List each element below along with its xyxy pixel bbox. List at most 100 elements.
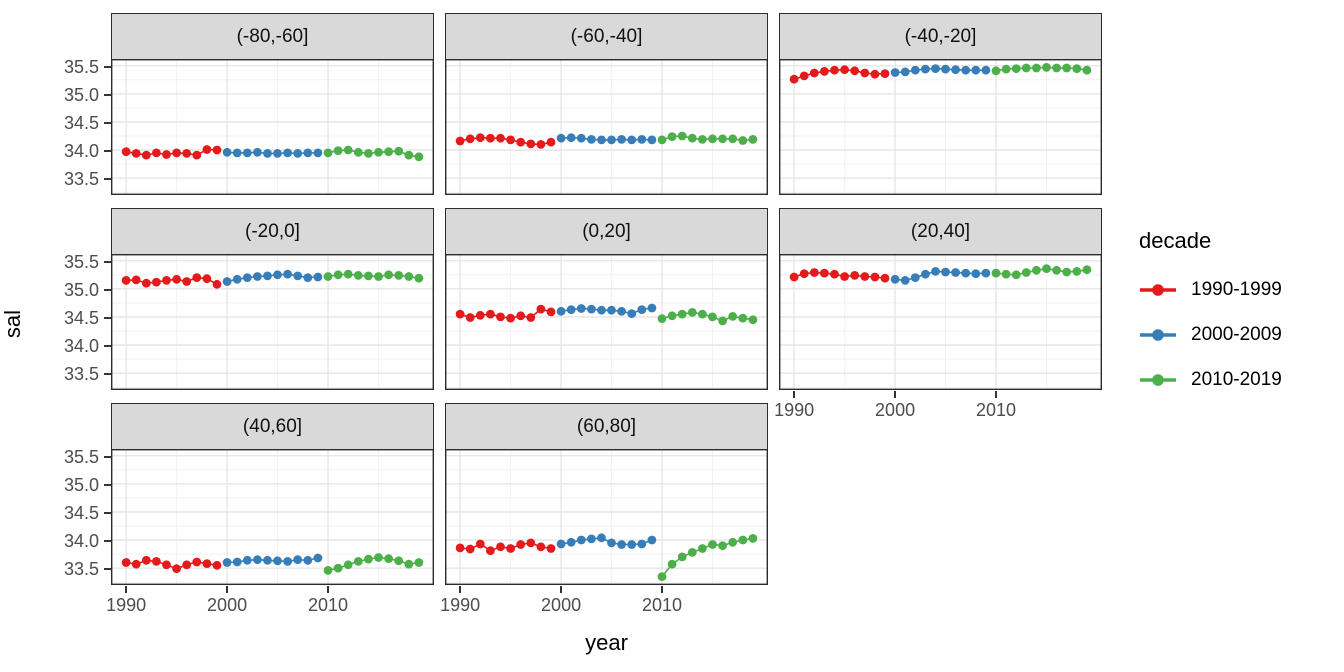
data-point <box>516 311 526 321</box>
data-point <box>981 65 991 75</box>
data-point <box>647 303 657 313</box>
data-point <box>131 275 141 285</box>
y-tick-label: 33.5 <box>63 364 99 385</box>
data-point <box>192 273 202 282</box>
points-2000-2009 <box>556 303 657 318</box>
line-2000-2009 <box>560 307 653 315</box>
facet-(-40,-20]: (-40,-20] <box>779 13 1102 195</box>
facet-strip: (-20,0] <box>111 208 434 255</box>
data-point <box>900 276 910 285</box>
facet-strip-label: (-60,-40] <box>570 25 643 47</box>
data-point <box>303 555 313 565</box>
data-point <box>536 304 546 314</box>
data-point <box>820 268 829 278</box>
facet-(0,20]: (0,20] <box>445 208 768 390</box>
line-1990-1999 <box>459 136 552 146</box>
data-point <box>253 555 262 565</box>
data-point <box>414 152 424 162</box>
data-point <box>506 313 515 323</box>
data-point <box>131 149 141 158</box>
legend-entries: 1990-1999 2000-2009 2010-2019 <box>1139 279 1282 390</box>
data-point <box>293 555 303 565</box>
panel-border <box>111 59 434 195</box>
x-tick-label: 2010 <box>307 595 349 615</box>
facet-strip-label: (20,40] <box>910 220 971 242</box>
data-point <box>546 307 556 317</box>
facet-strip: (40,60] <box>111 403 434 450</box>
data-point <box>303 273 313 282</box>
data-point <box>556 539 566 549</box>
data-point <box>617 135 626 144</box>
data-point <box>455 136 465 146</box>
panel-border <box>111 254 434 390</box>
legend-label: 2010-2019 <box>1191 369 1282 390</box>
y-tick-label: 35.0 <box>63 474 99 495</box>
data-point <box>687 133 697 143</box>
x-tick-label: 1990 <box>106 595 147 615</box>
data-point <box>121 147 131 157</box>
line-2000-2009 <box>226 273 318 283</box>
data-point <box>748 135 758 144</box>
data-point <box>486 546 495 556</box>
panel-border <box>111 449 434 585</box>
x-tick-mark <box>459 586 462 593</box>
line-2010-2019 <box>327 556 420 572</box>
data-point <box>323 148 333 158</box>
data-point <box>951 268 960 277</box>
data-point <box>141 278 151 288</box>
line-1990-1999 <box>125 559 218 570</box>
data-point <box>242 273 252 282</box>
y-tick-label: 34.5 <box>63 502 99 523</box>
legend-label: 2000-2009 <box>1191 324 1282 345</box>
data-point <box>637 135 647 144</box>
data-point <box>870 272 880 282</box>
panel-border <box>779 254 1102 390</box>
data-point <box>931 267 940 276</box>
data-point <box>333 270 343 280</box>
facet-(20,40]: (20,40] <box>779 208 1102 390</box>
data-point <box>597 305 606 315</box>
data-point <box>910 65 920 75</box>
data-point <box>212 560 222 570</box>
x-tick-mark <box>894 391 897 398</box>
data-point <box>556 306 566 316</box>
line-2000-2009 <box>561 136 652 141</box>
data-point <box>698 135 707 144</box>
y-tick-label: 34.0 <box>63 141 99 162</box>
data-point <box>1052 265 1061 275</box>
data-point <box>313 272 323 282</box>
data-point <box>677 131 687 141</box>
data-point <box>253 147 262 157</box>
data-point <box>414 273 424 283</box>
data-point <box>921 64 930 74</box>
data-point <box>323 566 333 575</box>
points-1990-1999 <box>789 65 890 84</box>
points-1990-1999 <box>121 145 222 160</box>
data-point <box>657 135 667 145</box>
facet-panel <box>111 254 434 390</box>
legend-key-2010-2019 <box>1140 374 1176 386</box>
x-tick-label: 1990 <box>440 595 481 615</box>
data-point <box>343 145 353 155</box>
data-point <box>131 559 141 569</box>
data-point <box>708 540 717 549</box>
data-point <box>152 557 161 566</box>
facet-(40,60]: (40,60] <box>111 403 434 585</box>
data-point <box>647 135 657 145</box>
y-tick-mark <box>104 93 111 96</box>
data-point <box>728 312 738 321</box>
data-point <box>516 137 526 147</box>
facet-strip-label: (-20,0] <box>245 220 300 242</box>
line-2010-2019 <box>661 311 754 322</box>
data-point <box>809 68 819 78</box>
data-point <box>850 271 860 280</box>
data-point <box>506 544 515 553</box>
y-tick-mark <box>104 345 111 348</box>
facet-panel <box>445 254 768 390</box>
data-point <box>384 147 393 157</box>
legend-key-2000-2009 <box>1140 329 1176 341</box>
line-2000-2009 <box>895 67 986 74</box>
data-point <box>718 134 727 144</box>
facet-(-80,-60]: (-80,-60] <box>111 13 434 195</box>
y-tick-mark <box>104 65 111 68</box>
